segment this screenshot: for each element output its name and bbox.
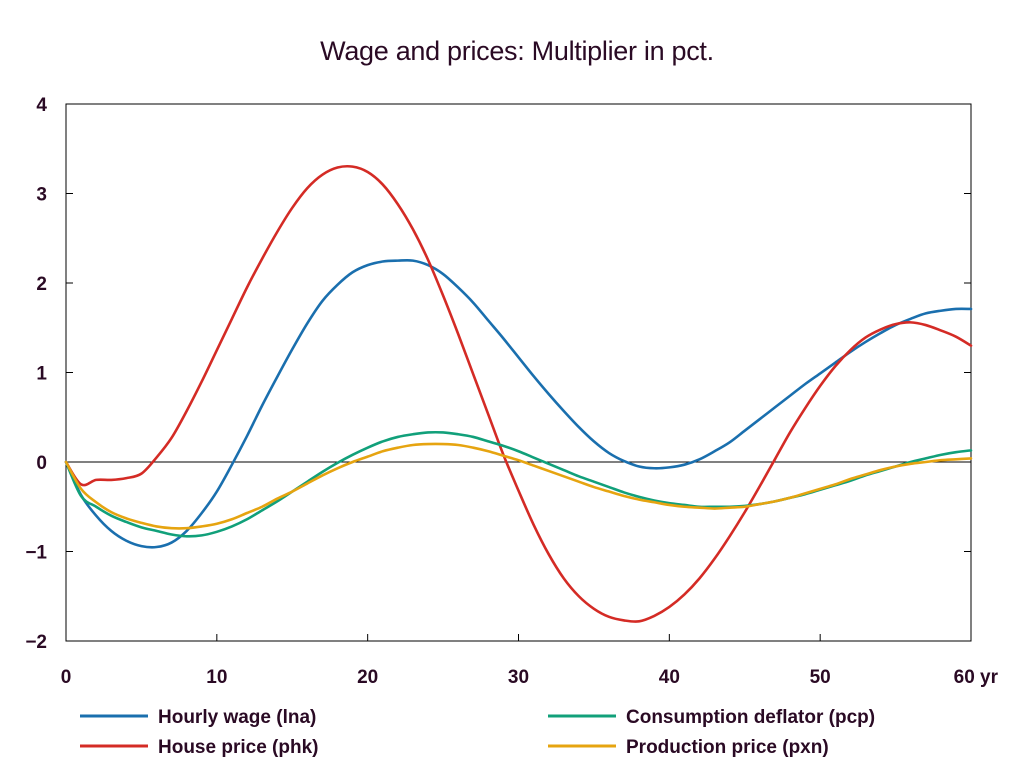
x-tick-label: 0 — [61, 667, 72, 688]
x-tick-label: 10 — [206, 667, 227, 688]
series-line-house-price — [64, 164, 973, 623]
legend: Hourly wage (lna) House price (phk) Consum… — [80, 707, 875, 758]
y-tick-label: 2 — [36, 274, 47, 295]
series-line-production-price — [64, 442, 973, 530]
y-tick-label: 3 — [36, 185, 47, 206]
series-line-hourly-wage — [64, 258, 973, 549]
series-layer — [64, 164, 973, 623]
legend-label-hourly-wage: Hourly wage (lna) — [158, 707, 316, 728]
plot-frame — [65, 103, 972, 642]
x-tick-label: 60 yr — [954, 667, 999, 688]
y-tick-label: −2 — [25, 632, 47, 653]
legend-label-house-price: House price (phk) — [158, 737, 318, 758]
chart-title: Wage and prices: Multiplier in pct. — [320, 36, 714, 66]
x-tick-label: 30 — [508, 667, 529, 688]
y-tick-label: 1 — [36, 364, 47, 385]
y-tick-label: −1 — [25, 543, 47, 564]
x-tick-label: 50 — [810, 667, 831, 688]
legend-label-production-price: Production price (pxn) — [626, 737, 829, 758]
x-tick-label: 20 — [357, 667, 378, 688]
x-tick-label: 40 — [659, 667, 680, 688]
legend-label-consumption-deflator: Consumption deflator (pcp) — [626, 707, 875, 728]
y-tick-label: 4 — [36, 95, 47, 116]
y-tick-label: 0 — [36, 453, 47, 474]
